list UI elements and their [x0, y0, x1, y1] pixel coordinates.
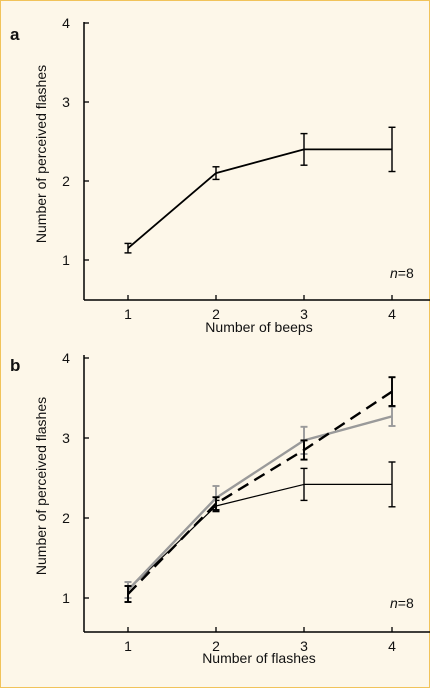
panel-a-x-axis-label: Number of beeps	[205, 319, 312, 335]
panel-a-n-symbol: n	[390, 265, 398, 281]
panel-b-y-tick-label: 2	[62, 510, 70, 526]
panel-b-series-1-line	[127, 483, 392, 591]
panel-b-x-tick-label: 1	[124, 638, 132, 654]
panel-a-x-tick-label: 3	[300, 306, 308, 322]
panel-b-x-axis-label: Number of flashes	[202, 650, 316, 666]
panel-b-series-2-line	[127, 415, 393, 591]
panel-b-n-symbol: n	[390, 595, 398, 611]
panel-a-y-tick-label: 2	[62, 173, 70, 189]
panel-b-y-tick-label: 4	[62, 350, 70, 366]
panel-b-y-axis-label: Number of perceived flashes	[33, 397, 49, 575]
panel-b-y-tick-label: 3	[62, 430, 70, 446]
panel-a-letter: a	[10, 25, 20, 44]
panel-a-y-tick-label: 1	[62, 252, 70, 268]
panel-b-x-tick-label: 4	[388, 638, 396, 654]
panel-a-x-tick-label: 1	[124, 306, 132, 322]
panel-a-y-tick-label: 3	[62, 94, 70, 110]
panel-a: a Number of perceived flashes Number of …	[10, 15, 430, 335]
panel-a-y-tick-label: 4	[62, 15, 70, 31]
panel-b-letter: b	[10, 356, 20, 375]
panel-b-x-tick-label: 3	[300, 638, 308, 654]
panel-a-n-value: =8	[398, 265, 414, 281]
panel-b: b Number of perceived flashes Number of …	[10, 350, 430, 666]
panel-b-n-annotation: n=8	[390, 595, 414, 611]
panel-a-n-annotation: n=8	[390, 265, 414, 281]
panel-a-series-1-line	[127, 148, 392, 249]
panel-b-n-value: =8	[398, 595, 414, 611]
panel-a-x-tick-label: 2	[212, 306, 220, 322]
panel-a-y-axis-label: Number of perceived flashes	[33, 65, 49, 243]
panel-b-series-3-line	[127, 390, 393, 595]
panel-b-y-tick-label: 1	[62, 590, 70, 606]
panel-b-x-tick-label: 2	[212, 638, 220, 654]
panel-a-x-tick-label: 4	[388, 306, 396, 322]
